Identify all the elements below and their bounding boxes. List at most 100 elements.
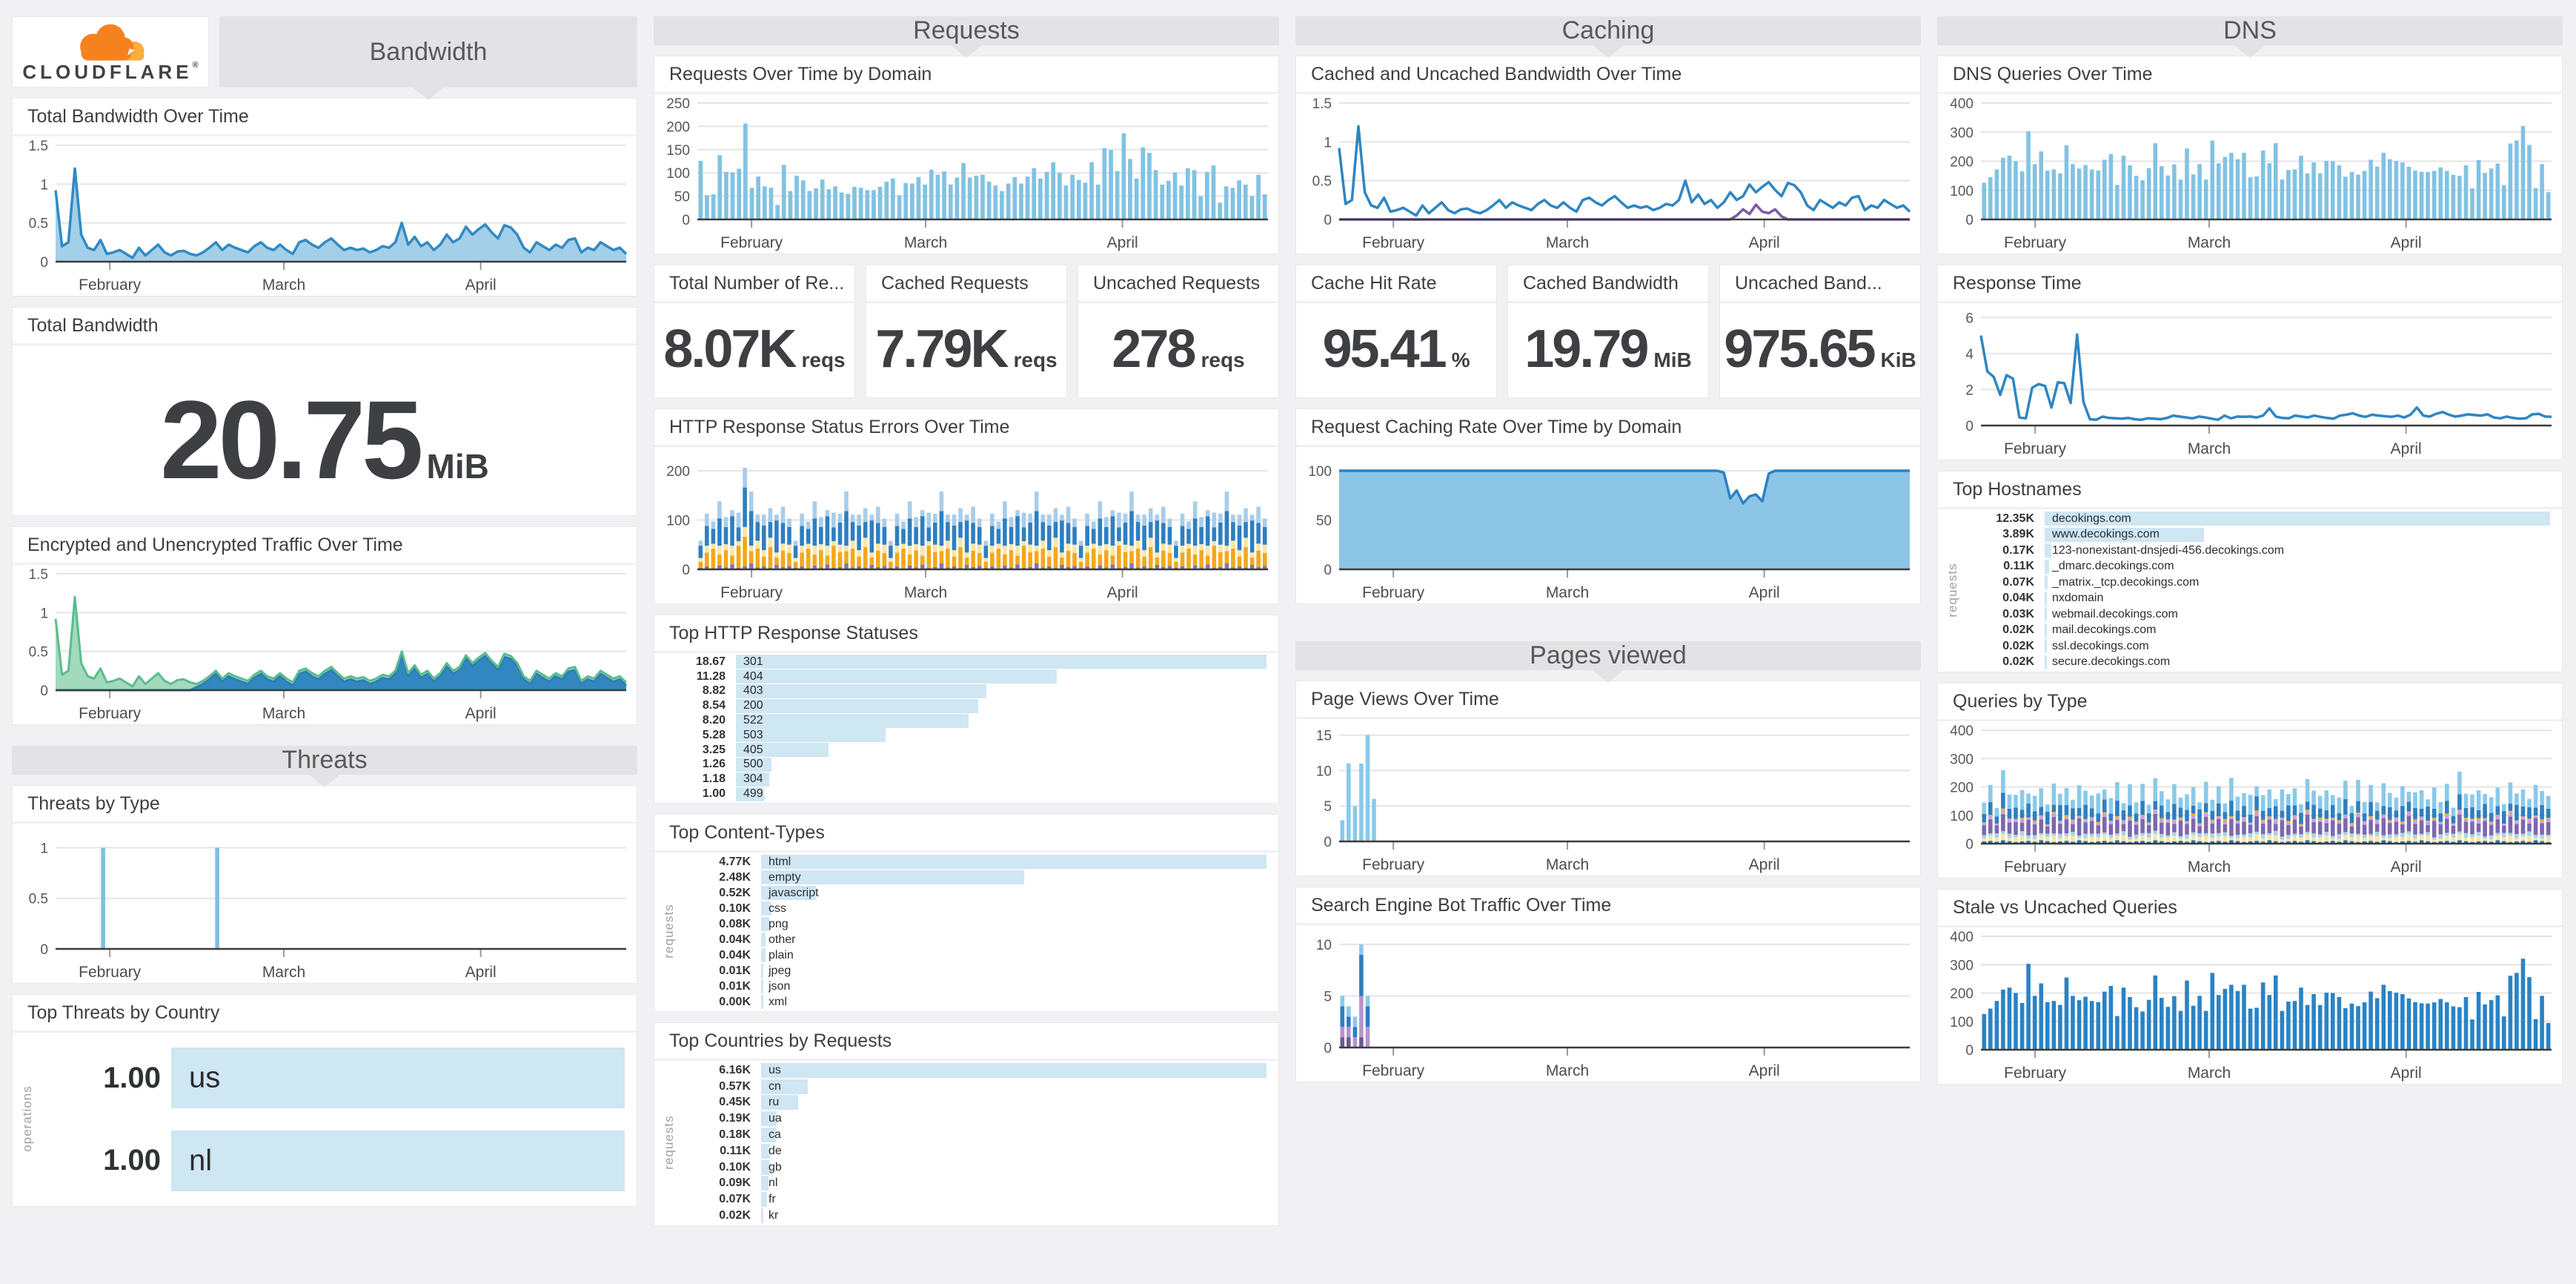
section-header-threats: Threats: [12, 746, 637, 787]
chart-search-bot-traffic[interactable]: 0 5 10 February March April: [1296, 925, 1920, 1082]
row-label: cn: [769, 1079, 781, 1093]
panel-top-content-types: Top Content-Types requests 4.77K html 2.…: [654, 814, 1279, 1012]
bar: [761, 979, 763, 993]
chart-cached-uncached-bandwidth[interactable]: 0 0.5 1 1.5 February March April: [1296, 94, 1920, 254]
svg-text:400: 400: [1950, 930, 1974, 945]
stat-cached-requests: 7.79K reqs: [866, 303, 1066, 376]
chart-encrypted-unencrypted-traffic[interactable]: 0 0.5 1 1.5 February March April: [13, 565, 637, 724]
stat-unit: reqs: [1201, 348, 1245, 371]
row-bar-zone: html: [761, 855, 1267, 869]
chart-stale-vs-uncached[interactable]: 0 100 200 300 400 February March April: [1938, 927, 2562, 1084]
list-item: 2.48K empty: [680, 870, 1267, 885]
svg-text:1: 1: [40, 841, 48, 856]
row-label: 123-nonexistant-dnsjedi-456.decokings.co…: [2052, 543, 2285, 557]
svg-text:4: 4: [1965, 347, 1974, 363]
row-label: decokings.com: [2052, 512, 2131, 525]
row-value: 1.00: [103, 1061, 161, 1094]
list-item: 0.02K kr: [680, 1208, 1267, 1224]
bar: [736, 772, 770, 787]
row-label: webmail.decokings.com: [2052, 607, 2178, 621]
panel-title: Cache Hit Rate: [1296, 265, 1496, 303]
row-bar-zone: 403: [736, 684, 1267, 698]
panel-title: Cached Bandwidth: [1508, 265, 1708, 303]
svg-text:100: 100: [1950, 1015, 1974, 1030]
row-bar-zone: ua: [761, 1111, 1267, 1127]
panel-title: Encrypted and Unencrypted Traffic Over T…: [13, 527, 637, 565]
row-value: 8.82: [702, 684, 726, 698]
row-value: 0.18K: [719, 1128, 751, 1142]
list-top-countries[interactable]: requests 6.16K us 0.57K cn 0.45K ru 0.19…: [654, 1061, 1278, 1225]
row-label: us: [769, 1063, 781, 1076]
svg-text:100: 100: [1950, 809, 1974, 824]
panel-top-hostnames: Top Hostnames requests 12.35K decokings.…: [1937, 471, 2563, 672]
list-top-threats-by-country[interactable]: operations 1.00 us 1.00 nl: [13, 1033, 637, 1206]
panel-search-bot-traffic: Search Engine Bot Traffic Over Time 0 5 10…: [1295, 887, 1921, 1082]
list-item: 11.28 404: [662, 669, 1267, 684]
svg-text:March: March: [2188, 1065, 2231, 1082]
panel-top-http-statuses: Top HTTP Response Statuses 18.67 301 11.…: [654, 615, 1279, 804]
requests-stat-row: Total Number of Re... 8.07K reqs Cached …: [654, 265, 1279, 398]
row-value: 4.77K: [719, 855, 751, 868]
svg-text:February: February: [2004, 1065, 2067, 1082]
chart-response-time[interactable]: 0 2 4 6 February March April: [1938, 303, 2562, 460]
panel-encrypted-traffic: Encrypted and Unencrypted Traffic Over T…: [12, 526, 637, 725]
row-value: 1.26: [702, 758, 726, 771]
panel-total-requests: Total Number of Re... 8.07K reqs: [654, 265, 855, 398]
row-bar-zone: _matrix._tcp.decokings.com: [2045, 575, 2550, 590]
stat-total-bandwidth: 20.75 MiB: [13, 345, 637, 495]
list-item: 0.02K ssl.decokings.com: [1963, 638, 2550, 654]
chart-total-bandwidth-over-time[interactable]: 0 0.5 1 1.5 February March April: [13, 136, 637, 296]
row-label: html: [769, 855, 791, 868]
panel-title: Search Engine Bot Traffic Over Time: [1296, 887, 1920, 925]
row-value: 3.89K: [2002, 528, 2034, 541]
svg-text:10: 10: [1316, 938, 1332, 953]
list-rows: 12.35K decokings.com 3.89K www.decokings…: [1938, 509, 2562, 672]
panel-queries-by-type: Queries by Type 0 100 200 300 400 February Mar…: [1937, 683, 2563, 878]
row-bar-zone: ru: [761, 1095, 1267, 1111]
stat-value: 8.07K: [663, 320, 797, 379]
bar: [761, 1111, 777, 1127]
panel-page-views: Page Views Over Time 0 5 10 15 February March…: [1295, 681, 1921, 876]
y-axis-label: requests: [662, 1115, 676, 1170]
row-value: 2.48K: [719, 870, 751, 884]
list-top-hostnames[interactable]: requests 12.35K decokings.com 3.89K www.…: [1938, 509, 2562, 672]
svg-text:February: February: [1362, 856, 1425, 873]
bar: [761, 886, 817, 900]
chart-request-caching-rate[interactable]: 0 50 100 February March April: [1296, 447, 1920, 603]
svg-text:200: 200: [666, 464, 690, 480]
row-bar-zone: 301: [736, 655, 1267, 669]
chart-requests-over-time[interactable]: 0 50 100 150 200 250 February March April: [654, 94, 1278, 254]
panel-cached-bandwidth: Cached Bandwidth 19.79 MiB: [1507, 265, 1709, 398]
list-item: 0.19K ua: [680, 1111, 1267, 1127]
svg-text:March: March: [904, 234, 947, 251]
chart-svg: 0 50 100 February March April: [1308, 464, 1910, 601]
svg-text:February: February: [79, 277, 142, 294]
chart-http-status-errors[interactable]: 0 100 200 February March April: [654, 447, 1278, 603]
stat-value: 19.79: [1524, 320, 1649, 379]
list-top-content-types[interactable]: requests 4.77K html 2.48K empty 0.52K ja…: [654, 853, 1278, 1011]
svg-text:0: 0: [1324, 213, 1332, 228]
bar: [171, 1130, 625, 1191]
svg-text:1: 1: [40, 177, 48, 193]
chart-queries-by-type[interactable]: 0 100 200 300 400 February March April: [1938, 721, 2562, 878]
chart-dns-queries[interactable]: 0 100 200 300 400 February March April: [1938, 94, 2562, 254]
row-value: 0.00K: [719, 995, 751, 1008]
row-value: 0.02K: [2002, 639, 2034, 652]
svg-text:February: February: [79, 705, 142, 722]
chart-threats-by-type[interactable]: 0 0.5 1 February March April: [13, 824, 637, 983]
svg-text:March: March: [904, 584, 947, 601]
chart-page-views[interactable]: 0 5 10 15 February March April: [1296, 719, 1920, 876]
svg-text:February: February: [79, 964, 142, 981]
list-top-http-statuses[interactable]: 18.67 301 11.28 404 8.82 403 8.54 200 8.…: [654, 653, 1278, 803]
panel-uncached-bandwidth: Uncached Band... 975.65 KiB: [1719, 265, 1921, 398]
svg-text:1.5: 1.5: [29, 567, 48, 583]
row-value: 0.02K: [719, 1209, 751, 1222]
panel-total-bandwidth-over-time: Total Bandwidth Over Time 0 0.5 1 1.5 Februa…: [12, 98, 637, 297]
svg-text:300: 300: [1950, 752, 1974, 767]
row-value: 0.04K: [719, 948, 751, 962]
svg-text:March: March: [1546, 856, 1589, 873]
stat-unit: reqs: [1013, 348, 1058, 371]
panel-http-status-errors: HTTP Response Status Errors Over Time 0 1…: [654, 408, 1279, 604]
row-value: 1.18: [702, 772, 726, 786]
panel-title: Response Time: [1938, 265, 2562, 303]
